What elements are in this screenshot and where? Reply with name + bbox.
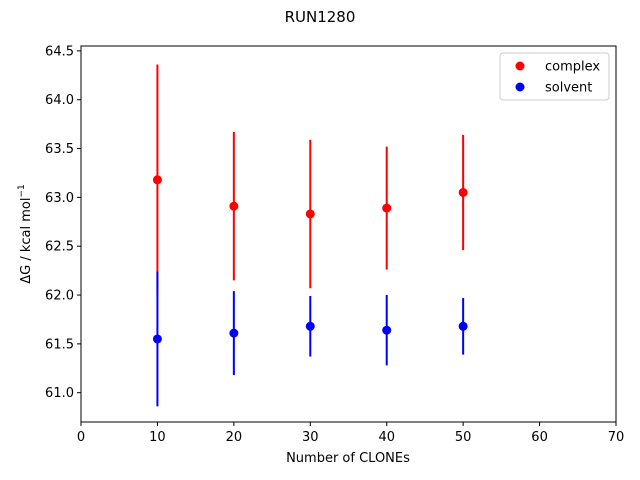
data-point-solvent-4 bbox=[458, 321, 468, 331]
plot-area bbox=[152, 64, 468, 407]
data-point-complex-2 bbox=[305, 209, 315, 219]
data-point-complex-3 bbox=[382, 203, 392, 213]
x-axis-label: Number of CLONEs bbox=[286, 451, 410, 466]
data-point-solvent-0 bbox=[152, 334, 162, 344]
x-tick-label: 20 bbox=[226, 430, 243, 445]
data-point-complex-0 bbox=[152, 175, 162, 185]
y-tick-label: 63.5 bbox=[45, 142, 74, 157]
legend-box bbox=[499, 52, 610, 101]
y-tick-label: 63.0 bbox=[45, 191, 74, 206]
data-point-complex-1 bbox=[229, 201, 239, 211]
x-tick-label: 0 bbox=[77, 430, 85, 445]
legend: complex solvent bbox=[499, 52, 610, 101]
legend-marker-solvent bbox=[515, 82, 525, 92]
data-point-complex-4 bbox=[458, 187, 468, 197]
x-tick-label: 10 bbox=[149, 430, 166, 445]
legend-marker-complex bbox=[515, 61, 525, 71]
y-tick-label: 64.0 bbox=[45, 93, 74, 108]
y-axis-label-main: ΔG / kcal mol bbox=[19, 198, 34, 284]
x-tick-label: 50 bbox=[455, 430, 472, 445]
axes: 0 10 20 30 40 50 60 70 61.0 61.5 62.0 62.5 63.0 63.5 6… bbox=[45, 44, 624, 445]
plot-frame bbox=[80, 45, 617, 423]
x-tick-label: 70 bbox=[608, 430, 625, 445]
legend-label-complex: complex bbox=[545, 60, 600, 75]
y-tick-label: 64.5 bbox=[45, 44, 74, 59]
data-point-solvent-1 bbox=[229, 328, 239, 338]
x-tick-label: 40 bbox=[378, 430, 395, 445]
y-tick-label: 62.5 bbox=[45, 240, 74, 255]
y-tick-label: 61.5 bbox=[45, 337, 74, 352]
y-axis-label-superscript: −1 bbox=[17, 184, 27, 197]
chart-title: RUN1280 bbox=[285, 8, 356, 26]
x-tick-label: 30 bbox=[302, 430, 319, 445]
data-point-solvent-3 bbox=[382, 325, 392, 335]
y-tick-label: 61.0 bbox=[45, 386, 74, 401]
y-axis-label: ΔG / kcal mol−1 bbox=[17, 184, 34, 284]
data-point-solvent-2 bbox=[305, 321, 315, 331]
legend-label-solvent: solvent bbox=[545, 81, 592, 96]
y-tick-label: 62.0 bbox=[45, 289, 74, 304]
x-tick-label: 60 bbox=[531, 430, 548, 445]
